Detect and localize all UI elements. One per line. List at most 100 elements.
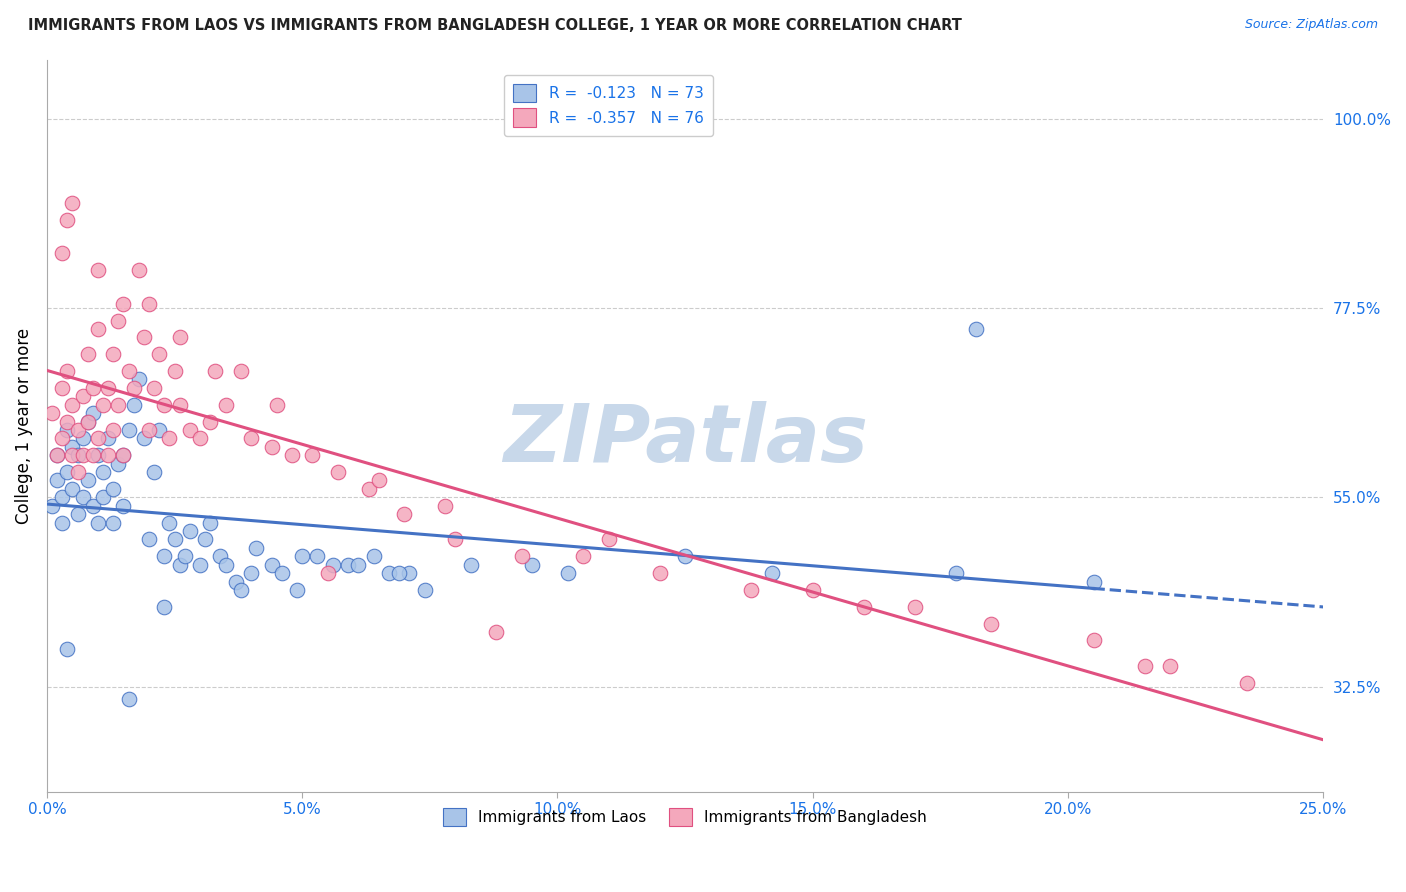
Point xyxy=(270,566,292,580)
Point xyxy=(56,641,79,656)
Point xyxy=(41,499,63,513)
Point xyxy=(398,566,420,580)
Point xyxy=(572,549,595,564)
Point xyxy=(225,574,247,589)
Point xyxy=(62,398,84,412)
Point xyxy=(72,448,94,462)
Text: ZIPatlas: ZIPatlas xyxy=(502,401,868,479)
Point xyxy=(510,549,533,564)
Legend: Immigrants from Laos, Immigrants from Bangladesh: Immigrants from Laos, Immigrants from Ba… xyxy=(434,798,936,836)
Point xyxy=(76,474,98,488)
Point xyxy=(46,474,69,488)
Point xyxy=(179,524,201,538)
Point xyxy=(945,566,967,580)
Point xyxy=(169,558,191,572)
Point xyxy=(76,415,98,429)
Point xyxy=(301,448,323,462)
Point xyxy=(91,491,114,505)
Point xyxy=(214,558,236,572)
Point xyxy=(132,431,155,445)
Point xyxy=(66,507,89,521)
Point xyxy=(598,533,620,547)
Point xyxy=(520,558,543,572)
Point xyxy=(326,465,349,479)
Point xyxy=(245,541,267,555)
Point xyxy=(138,296,160,310)
Point xyxy=(322,558,344,572)
Point xyxy=(41,406,63,420)
Point xyxy=(347,558,370,572)
Point xyxy=(138,533,160,547)
Point xyxy=(128,263,150,277)
Point xyxy=(266,398,288,412)
Point xyxy=(337,558,360,572)
Point xyxy=(673,549,696,564)
Point xyxy=(82,381,104,395)
Point xyxy=(209,549,232,564)
Point xyxy=(82,448,104,462)
Point xyxy=(103,516,125,530)
Point xyxy=(103,347,125,361)
Point xyxy=(200,516,222,530)
Point xyxy=(852,599,875,614)
Point xyxy=(434,499,457,513)
Point xyxy=(72,389,94,403)
Point xyxy=(66,448,89,462)
Point xyxy=(103,482,125,496)
Point xyxy=(413,582,436,597)
Point xyxy=(87,516,110,530)
Point xyxy=(1133,658,1156,673)
Point xyxy=(107,398,129,412)
Point xyxy=(214,398,236,412)
Point xyxy=(557,566,579,580)
Point xyxy=(740,582,762,597)
Point xyxy=(169,330,191,344)
Point xyxy=(143,465,166,479)
Point xyxy=(132,330,155,344)
Point xyxy=(51,431,73,445)
Point xyxy=(56,415,79,429)
Point xyxy=(56,212,79,227)
Point xyxy=(122,381,145,395)
Point xyxy=(179,423,201,437)
Point xyxy=(157,516,180,530)
Point xyxy=(117,692,139,706)
Point xyxy=(281,448,304,462)
Point xyxy=(62,440,84,454)
Point xyxy=(1236,675,1258,690)
Point xyxy=(97,381,120,395)
Point xyxy=(378,566,401,580)
Point xyxy=(200,415,222,429)
Point xyxy=(363,549,385,564)
Point xyxy=(904,599,927,614)
Point xyxy=(153,549,176,564)
Point xyxy=(173,549,195,564)
Point xyxy=(291,549,314,564)
Point xyxy=(51,246,73,260)
Point xyxy=(260,558,283,572)
Point xyxy=(82,499,104,513)
Point xyxy=(103,423,125,437)
Point xyxy=(112,296,135,310)
Point xyxy=(66,465,89,479)
Point xyxy=(51,516,73,530)
Point xyxy=(97,448,120,462)
Point xyxy=(148,347,170,361)
Point xyxy=(388,566,411,580)
Point xyxy=(153,599,176,614)
Point xyxy=(367,474,389,488)
Point xyxy=(138,423,160,437)
Point xyxy=(169,398,191,412)
Point xyxy=(153,398,176,412)
Point xyxy=(97,431,120,445)
Point xyxy=(91,465,114,479)
Point xyxy=(107,313,129,327)
Y-axis label: College, 1 year or more: College, 1 year or more xyxy=(15,327,32,524)
Point xyxy=(260,440,283,454)
Point xyxy=(46,448,69,462)
Point xyxy=(157,431,180,445)
Point xyxy=(444,533,467,547)
Point xyxy=(46,448,69,462)
Point xyxy=(112,448,135,462)
Point xyxy=(1159,658,1181,673)
